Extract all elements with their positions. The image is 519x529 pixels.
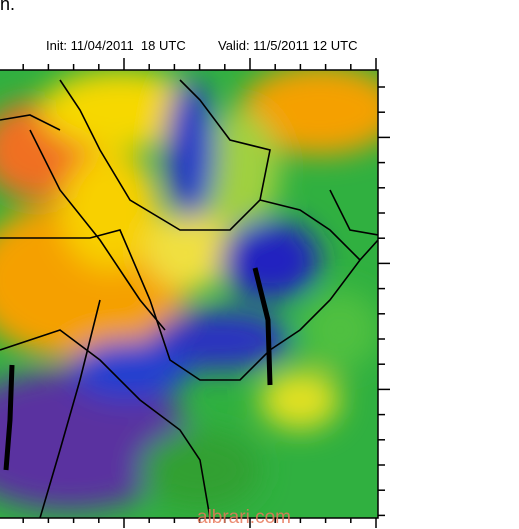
field bbox=[0, 70, 378, 518]
init-time: Init: 11/04/2011 18 UTC bbox=[46, 38, 186, 53]
watermark: albrari.com bbox=[197, 507, 291, 528]
valid-time: Valid: 11/5/2011 12 UTC bbox=[218, 38, 358, 53]
title-fragment: n. bbox=[0, 0, 16, 14]
